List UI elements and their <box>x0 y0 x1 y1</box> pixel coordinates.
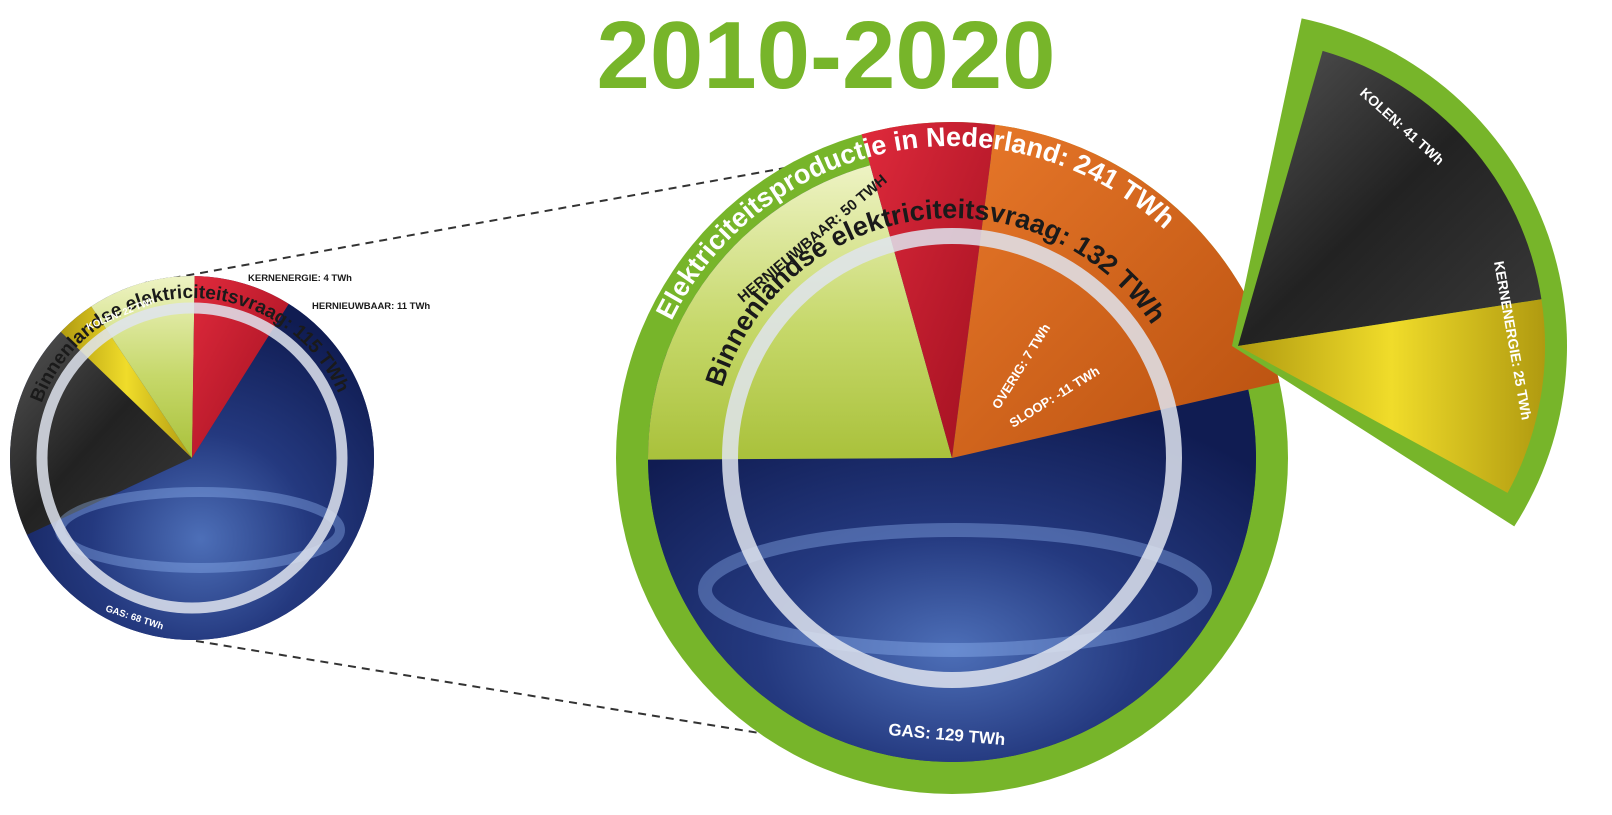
slice-overig-2020 <box>861 121 996 458</box>
connector-line-top <box>144 165 797 284</box>
slice-hernieuwbaar-2010 <box>91 276 195 458</box>
pie-2010 <box>10 276 375 640</box>
label-hernieuwbaar-2010: HERNIEUWBAAR: 11 TWh <box>312 301 430 312</box>
slice-kolen-2020 <box>1238 50 1542 346</box>
connector-line-bottom <box>195 640 797 740</box>
slice-sloop-2020 <box>952 124 1280 459</box>
label-kernenergie-2010: KERNENERGIE: 4 TWh <box>248 273 352 284</box>
pie-2020 <box>616 121 1288 794</box>
slice-gas-2020 <box>648 389 1256 763</box>
slice-gas-2010 <box>27 303 375 640</box>
chart-title: 2010-2020 <box>596 2 1056 109</box>
demand-ring-2020 <box>722 228 1182 688</box>
exploded-wedge <box>1232 18 1568 527</box>
slice-kernenergie-2020 <box>1238 299 1545 493</box>
demand-ring-2010 <box>36 302 348 614</box>
slice-hernieuwbaar-2020 <box>648 165 952 460</box>
slice-kolen-2010 <box>10 331 192 535</box>
